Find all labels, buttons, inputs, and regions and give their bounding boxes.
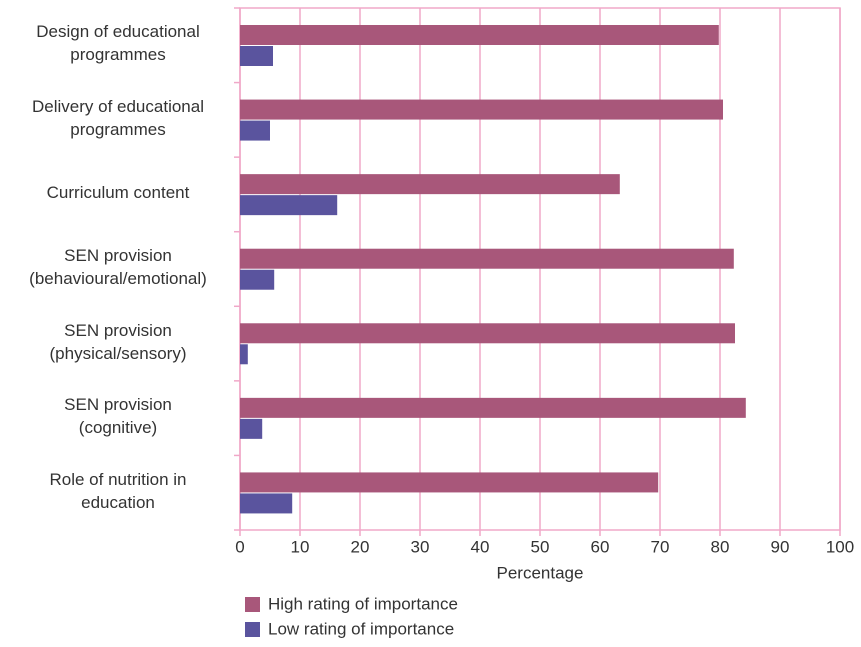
x-tick-label: 50: [531, 537, 550, 556]
bar: [240, 493, 293, 514]
y-tick-label: SEN provision (behavioural/emotional): [29, 246, 207, 288]
x-tick-label: 20: [351, 537, 370, 556]
bar: [240, 25, 719, 45]
y-tick-label: Role of nutrition in education: [49, 469, 187, 512]
bar: [240, 99, 723, 120]
x-tick-label: 10: [291, 537, 310, 556]
bar: [240, 323, 735, 344]
x-tick-label: 70: [651, 537, 670, 556]
bar: [240, 120, 270, 141]
x-tick-label: 30: [411, 537, 430, 556]
legend-label: High rating of importance: [268, 594, 458, 613]
legend-label: Low rating of importance: [268, 619, 454, 638]
y-tick-label: SEN provision (physical/sensory): [49, 320, 187, 363]
legend-swatch: [245, 597, 260, 612]
bar: [240, 195, 338, 216]
x-tick-label: 90: [771, 537, 790, 556]
bar: [240, 472, 659, 493]
y-tick-label: Delivery of educational programmes: [32, 96, 204, 139]
bar: [240, 269, 275, 290]
bar: [240, 248, 734, 269]
bar: [240, 418, 263, 439]
x-tick-label: 60: [591, 537, 610, 556]
x-axis-title: Percentage: [497, 563, 584, 582]
legend-swatch: [245, 622, 260, 637]
y-tick-label: SEN provision (cognitive): [64, 395, 172, 438]
bar: [240, 344, 248, 365]
y-tick-label: Curriculum content: [46, 182, 190, 202]
x-tick-label: 100: [826, 537, 854, 556]
bar: [240, 46, 273, 66]
x-tick-label: 80: [711, 537, 730, 556]
x-tick-label: 40: [471, 537, 490, 556]
bar: [240, 397, 746, 418]
x-tick-label: 0: [235, 537, 244, 556]
y-tick-label: Design of educational programmes: [36, 22, 200, 65]
bar: [240, 174, 620, 195]
